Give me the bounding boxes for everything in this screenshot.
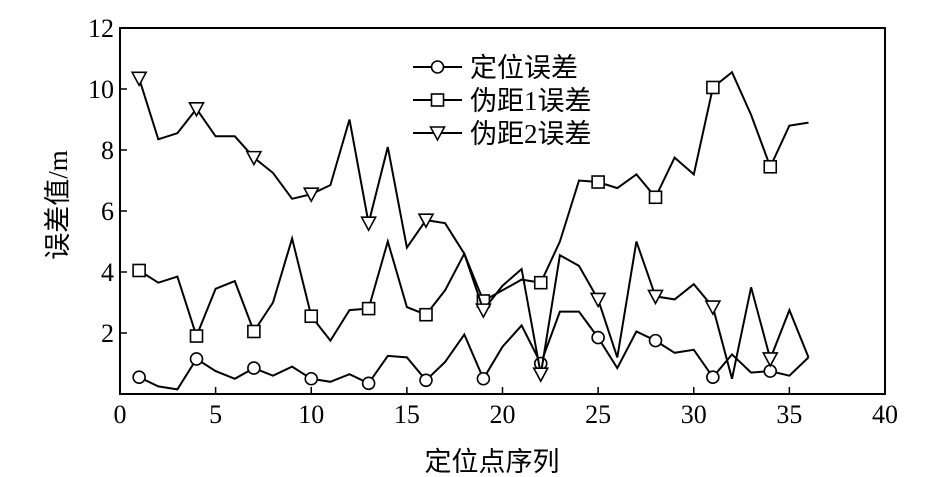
x-tick-label: 30 xyxy=(681,400,707,429)
x-axis-label: 定位点序列 xyxy=(425,447,560,477)
data-point-triangle xyxy=(302,187,320,203)
legend-label: 伪距2误差 xyxy=(470,119,592,149)
data-point-triangle xyxy=(245,150,263,167)
data-point-square xyxy=(247,324,261,339)
y-tick-label: 2 xyxy=(101,319,114,348)
data-point-triangle xyxy=(647,289,664,306)
series-layer xyxy=(130,70,810,391)
legend-entry: 伪距1误差 xyxy=(413,86,592,116)
legend-entry: 定位误差 xyxy=(413,53,578,83)
data-point-square xyxy=(533,275,548,290)
y-tick-label: 8 xyxy=(101,136,114,165)
data-point-triangle xyxy=(532,367,550,383)
series-circle xyxy=(132,310,810,391)
data-point-square xyxy=(430,93,445,107)
x-tick-label: 15 xyxy=(394,400,420,429)
data-point-circle xyxy=(132,370,146,385)
legend-entry: 伪距2误差 xyxy=(413,119,592,149)
x-tick-label: 10 xyxy=(298,400,324,429)
data-point-triangle xyxy=(761,352,779,368)
data-point-square xyxy=(419,307,433,322)
y-tick-label: 4 xyxy=(101,258,114,287)
data-point-circle xyxy=(189,352,204,366)
data-point-square xyxy=(304,309,319,324)
data-point-circle xyxy=(361,376,376,391)
data-point-triangle xyxy=(429,126,446,142)
data-point-circle xyxy=(591,330,605,345)
data-point-triangle xyxy=(130,71,148,88)
data-point-square xyxy=(591,175,605,189)
data-point-triangle xyxy=(704,300,722,316)
data-point-circle xyxy=(430,60,445,74)
series-line xyxy=(138,70,809,343)
data-point-triangle xyxy=(589,292,607,309)
data-point-circle xyxy=(419,373,433,388)
data-point-circle xyxy=(247,361,261,375)
x-tick-label: 35 xyxy=(776,400,802,429)
data-point-circle xyxy=(476,371,491,386)
data-point-circle xyxy=(706,370,720,385)
y-tick-label: 12 xyxy=(88,14,114,43)
data-point-circle xyxy=(648,333,663,348)
x-tick-label: 20 xyxy=(490,400,516,429)
data-point-square xyxy=(189,329,204,343)
y-tick-label: 6 xyxy=(101,197,114,226)
series-triangle-down xyxy=(130,71,810,383)
data-point-triangle xyxy=(360,216,377,232)
x-tick-label: 25 xyxy=(585,400,611,429)
x-tick-label: 0 xyxy=(114,400,127,429)
x-tick-label: 5 xyxy=(209,400,222,429)
data-point-square xyxy=(361,301,376,316)
legend-label: 伪距1误差 xyxy=(470,86,592,116)
axes-layer: 0 5 10 15 20 25 30 35 40 2 4 6 8 10 12 xyxy=(88,14,898,429)
data-point-triangle xyxy=(475,303,492,319)
data-point-triangle xyxy=(417,213,435,229)
data-point-square xyxy=(648,190,663,205)
data-point-circle xyxy=(304,371,319,386)
data-point-square xyxy=(763,159,778,174)
y-axis-label: 误差值/m xyxy=(43,150,73,260)
data-point-square xyxy=(132,263,146,278)
data-point-square xyxy=(706,80,720,95)
x-tick-label: 40 xyxy=(872,400,898,429)
legend-label: 定位误差 xyxy=(470,53,578,83)
y-tick-label: 10 xyxy=(88,75,114,104)
data-point-triangle xyxy=(188,102,205,118)
